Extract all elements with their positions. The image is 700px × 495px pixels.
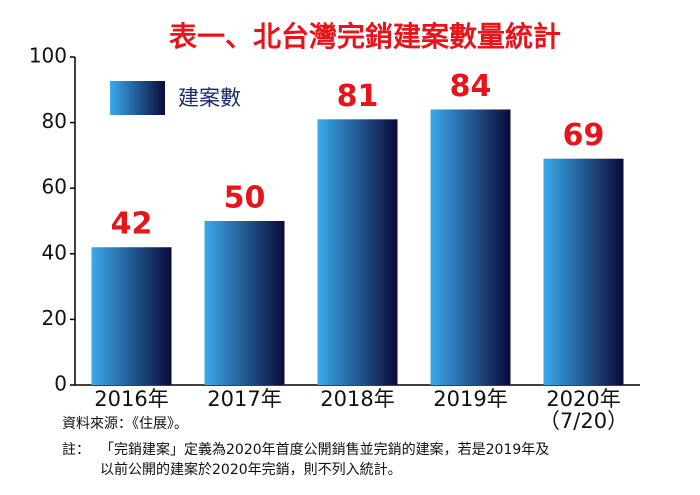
x-tick-label: 2020年 （7/20） — [538, 387, 629, 433]
y-tick-label: 100 — [29, 44, 67, 68]
legend-label: 建案數 — [178, 86, 241, 110]
x-tick-label: 2018年 — [320, 387, 395, 411]
note-line: 「完銷建案」定義為2020年首度公開銷售並完銷的建案，若是2019年及 — [100, 442, 550, 458]
x-tick-label: 2016年 — [94, 387, 169, 411]
y-tick-label: 80 — [42, 109, 67, 133]
value-label: 69 — [563, 118, 605, 153]
bar — [430, 109, 511, 385]
note-line: 以前公開的建案於2020年完銷，則不列入統計。 — [100, 462, 402, 478]
value-label: 42 — [111, 207, 153, 242]
bar — [91, 247, 172, 385]
note-label: 註： — [62, 442, 90, 458]
y-tick-label: 0 — [54, 372, 67, 396]
x-tick-label: 2019年 — [433, 387, 508, 411]
legend-swatch — [110, 81, 165, 115]
y-tick-label: 60 — [42, 175, 67, 199]
value-label: 81 — [337, 79, 379, 114]
value-label: 84 — [450, 69, 492, 104]
bar — [543, 158, 624, 385]
bar — [317, 119, 398, 385]
source-note: 資料來源：《住展》。 — [62, 416, 188, 432]
bar — [204, 221, 285, 385]
value-label: 50 — [224, 181, 266, 216]
y-tick-label: 20 — [42, 306, 67, 330]
chart-title: 表一、北台灣完銷建案數量統計 — [169, 20, 561, 53]
y-tick-label: 40 — [42, 240, 67, 264]
x-tick-label: 2017年 — [207, 387, 282, 411]
